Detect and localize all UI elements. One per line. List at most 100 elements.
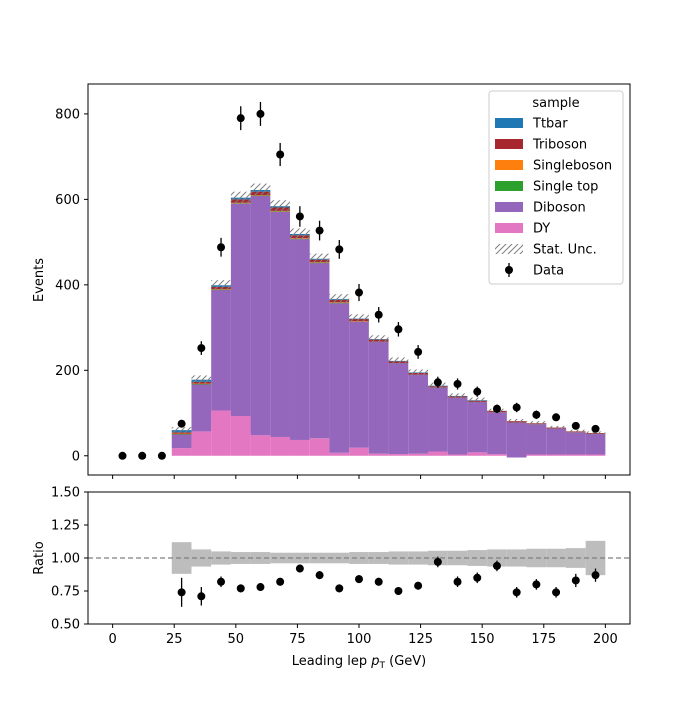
bar-diboson [171,434,192,449]
stat-unc-hatch [546,425,566,430]
ratio-unc-band [211,551,231,565]
ratio-ytick-label: 0.50 [51,618,80,633]
bar-single-top [191,383,212,385]
legend-marker-data [505,266,513,274]
ratio-ytick-label: 1.00 [51,552,80,567]
data-point [315,226,324,235]
data-point [197,344,206,353]
data-point [414,347,423,356]
legend-label-single-top: Single top [533,180,598,195]
data-point [591,424,600,433]
ratio-xtick-label: 25 [166,632,183,647]
stat-unc-hatch [368,335,389,343]
ratio-xtick-label: 50 [228,632,245,647]
bar-dy [565,454,586,456]
data-point [335,245,344,254]
data-point [295,212,304,221]
legend-swatch-dy [495,223,523,233]
legend-swatch-ttbar [495,118,523,128]
ratio-unc-band [388,551,409,565]
data-point [217,243,226,252]
bar-diboson [487,412,507,455]
data-point [355,288,363,297]
stat-unc-hatch [270,200,291,213]
legend-title: sample [532,96,579,111]
legend: sample Ttbar Triboson Singleboson Single to… [488,90,624,285]
ratio-xtick-label: 200 [593,632,618,647]
data-point [256,109,265,118]
bar-diboson [447,397,468,455]
ratio-point [315,571,324,580]
ratio-xtick-label: 175 [531,632,556,647]
ratio-point [512,588,521,597]
stat-unc-hatch [230,191,251,204]
ratio-point [355,575,363,584]
bar-dy [585,454,606,456]
bar-dy [309,438,330,456]
data-point [473,387,482,396]
stat-unc-hatch [506,419,527,424]
bar-diboson [211,289,231,411]
bar-dy [290,439,310,456]
bar-diboson [526,424,547,455]
stat-unc-hatch [309,253,330,264]
stat-unc-hatch [526,421,547,426]
data-point [433,378,442,387]
bar-diboson [191,384,212,432]
ratio-unc-band [349,552,369,564]
bar-diboson [270,211,291,437]
main-ytick-label: 800 [55,107,80,122]
legend-swatch-single-top [495,181,523,191]
ratio-point [473,573,482,582]
bar-dy [526,454,547,456]
bar-diboson [546,428,566,455]
ratio-xtick-label: 100 [347,632,372,647]
ratio-xtick-label: 75 [289,632,306,647]
data-point [512,403,521,412]
ratio-point [276,577,285,586]
legend-swatch-singleboson [495,160,523,170]
stat-unc-hatch [171,427,192,434]
data-point [177,419,186,428]
ratio-point [217,577,226,586]
ratio-ytick-label: 0.75 [51,585,80,600]
ratio-point [374,577,383,586]
bar-dy [388,454,409,456]
bar-diboson [250,195,271,436]
data-point [571,421,580,430]
bar-dy [230,416,251,456]
stat-unc-hatch [467,397,488,403]
bar-dy [329,452,350,456]
ratio-unc-band [171,542,192,574]
ratio-point [532,580,541,589]
ratio-point [295,564,304,573]
ratio-ylabel: Ratio [32,541,47,574]
data-point [453,379,462,388]
main-ytick-label: 400 [55,278,80,293]
legend-label-ttbar: Ttbar [532,117,568,132]
bar-diboson [230,203,251,417]
main-plot: 0 200 400 600 800 [55,83,631,479]
stat-unc-hatch [585,431,606,435]
ratio-point [236,584,245,593]
ratio-plot: 0.50 0.75 1.00 1.25 1.50 0 25 50 75 100 125 150 175 2… [51,486,631,647]
bar-diboson [427,387,448,452]
stat-unc-hatch [250,183,271,197]
ratio-unc-band [309,552,330,564]
ratio-unc-band [565,548,586,568]
bar-diboson [585,433,606,455]
legend-label-diboson: Diboson [533,201,586,216]
bar-dy [487,454,507,456]
legend-label-triboson: Triboson [532,138,587,153]
data-point [532,410,541,419]
ratio-point [571,576,580,585]
ratio-point [552,588,561,597]
data-point [236,114,245,123]
data-point [394,325,403,334]
legend-label-data: Data [533,264,564,279]
stack-group [171,183,606,458]
stat-unc-hatch [329,294,350,304]
bar-dy [368,453,389,456]
